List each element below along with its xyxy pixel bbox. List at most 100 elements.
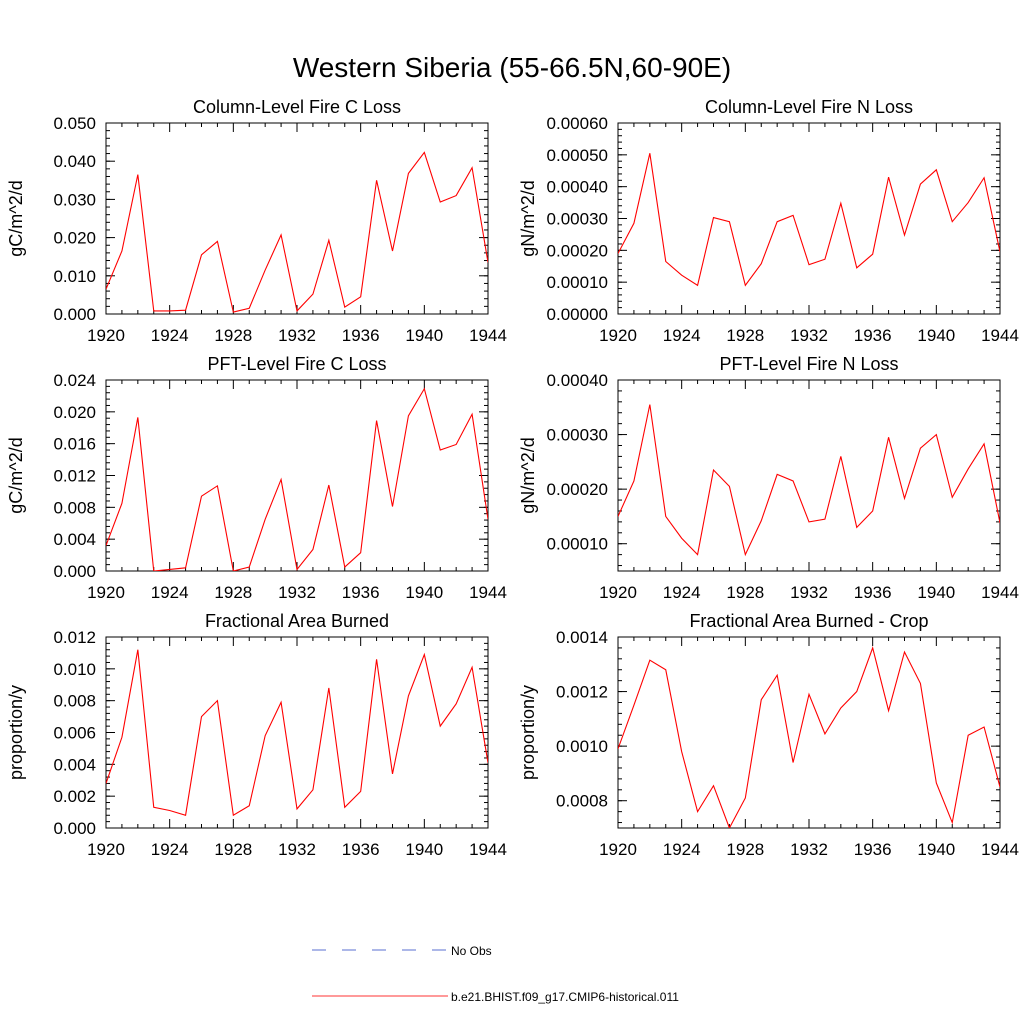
plot-frame [105,122,489,315]
y-axis-label: gC/m^2/d [6,180,26,256]
y-tick-label: 0.020 [53,229,96,248]
x-tick-label: 1920 [599,326,637,345]
y-axis-label: gN/m^2/d [518,180,538,256]
plot-frame [105,379,489,572]
x-tick-label: 1928 [726,583,764,602]
plot-frame [105,636,489,829]
y-tick-label: 0.00020 [547,241,608,260]
x-tick-label: 1928 [726,840,764,859]
legend-label-model: b.e21.BHIST.f09_g17.CMIP6-historical.011 [451,990,679,1004]
series-line [106,151,488,313]
x-tick-label: 1920 [599,840,637,859]
y-tick-label: 0.00030 [547,426,608,445]
panel-title: Column-Level Fire C Loss [193,97,401,117]
y-tick-label: 0.00000 [547,305,608,324]
plot-frame [617,379,1001,572]
x-tick-label: 1940 [405,326,443,345]
x-tick-label: 1932 [278,583,316,602]
x-tick-label: 1940 [917,326,955,345]
y-tick-label: 0.0014 [556,628,608,647]
panel-title: PFT-Level Fire C Loss [207,354,386,374]
y-tick-label: 0.0012 [556,683,608,702]
y-tick-label: 0.040 [53,152,96,171]
x-tick-label: 1932 [790,840,828,859]
x-tick-label: 1928 [726,326,764,345]
y-tick-label: 0.008 [53,498,96,517]
x-tick-label: 1944 [981,326,1019,345]
panel-column-fire-c: Column-Level Fire C Loss gC/m^2/d 1920 1924… [6,97,507,345]
plot-frame [617,122,1001,315]
x-tick-label: 1936 [854,326,892,345]
x-tick-label: 1940 [917,583,955,602]
x-tick-label: 1944 [981,583,1019,602]
x-tick-label: 1944 [981,840,1019,859]
y-tick-label: 0.002 [53,787,96,806]
x-tick-label: 1944 [469,583,507,602]
y-tick-label: 0.012 [53,467,96,486]
y-tick-label: 0.010 [53,267,96,286]
y-tick-label: 0.050 [53,114,96,133]
y-tick-label: 0.00010 [547,273,608,292]
panel-area-burned-crop: Fractional Area Burned - Crop proportion/… [518,611,1019,859]
x-tick-label: 1932 [790,583,828,602]
x-tick-label: 1924 [663,326,701,345]
legend-label-no-obs: No Obs [451,944,492,958]
x-tick-label: 1928 [214,840,252,859]
y-tick-label: 0.000 [53,305,96,324]
x-tick-label: 1936 [342,840,380,859]
series-line [618,404,1000,557]
y-axis-label: gC/m^2/d [6,437,26,513]
y-tick-label: 0.00050 [547,146,608,165]
y-tick-label: 0.00040 [547,178,608,197]
y-tick-label: 0.006 [53,724,96,743]
panels: Column-Level Fire C Loss gC/m^2/d 1920 1924… [6,97,1019,859]
x-tick-label: 1932 [790,326,828,345]
panel-title: Column-Level Fire N Loss [705,97,913,117]
y-tick-label: 0.00010 [547,535,608,554]
y-tick-label: 0.004 [53,530,96,549]
panel-pft-fire-n: PFT-Level Fire N Loss gN/m^2/d 1920 1924 192… [518,354,1019,602]
y-tick-label: 0.024 [53,371,96,390]
y-axis-label: proportion/y [518,685,538,780]
panel-area-burned: Fractional Area Burned proportion/y 1920 19… [6,611,507,859]
legend: No Obs b.e21.BHIST.f09_g17.CMIP6-histori… [312,944,679,1004]
y-tick-label: 0.00020 [547,480,608,499]
x-tick-label: 1936 [854,840,892,859]
x-tick-label: 1924 [151,583,189,602]
figure-title: Western Siberia (55-66.5N,60-90E) [293,52,731,83]
y-tick-label: 0.020 [53,403,96,422]
series-line [106,387,488,571]
y-tick-label: 0.0010 [556,737,608,756]
y-axis-label: gN/m^2/d [518,437,538,513]
x-tick-label: 1920 [87,326,125,345]
series-line [618,646,1000,828]
series-line [618,153,1000,287]
x-tick-label: 1936 [342,326,380,345]
x-tick-label: 1920 [599,583,637,602]
x-tick-label: 1940 [917,840,955,859]
x-tick-label: 1920 [87,840,125,859]
x-tick-label: 1944 [469,840,507,859]
x-tick-label: 1936 [342,583,380,602]
x-tick-label: 1944 [469,326,507,345]
x-tick-label: 1932 [278,326,316,345]
x-tick-label: 1924 [151,326,189,345]
x-tick-label: 1920 [87,583,125,602]
y-tick-label: 0.0008 [556,792,608,811]
y-tick-label: 0.00030 [547,210,608,229]
y-tick-label: 0.00060 [547,114,608,133]
y-tick-label: 0.012 [53,628,96,647]
y-tick-label: 0.004 [53,755,96,774]
y-tick-label: 0.000 [53,562,96,581]
panel-pft-fire-c: PFT-Level Fire C Loss gC/m^2/d 1920 1924 192… [6,354,507,602]
y-tick-label: 0.000 [53,819,96,838]
y-tick-label: 0.00040 [547,371,608,390]
x-tick-label: 1932 [278,840,316,859]
series-line [106,649,488,817]
y-axis-label: proportion/y [6,685,26,780]
panel-title: PFT-Level Fire N Loss [719,354,898,374]
y-tick-label: 0.008 [53,692,96,711]
y-tick-label: 0.016 [53,435,96,454]
